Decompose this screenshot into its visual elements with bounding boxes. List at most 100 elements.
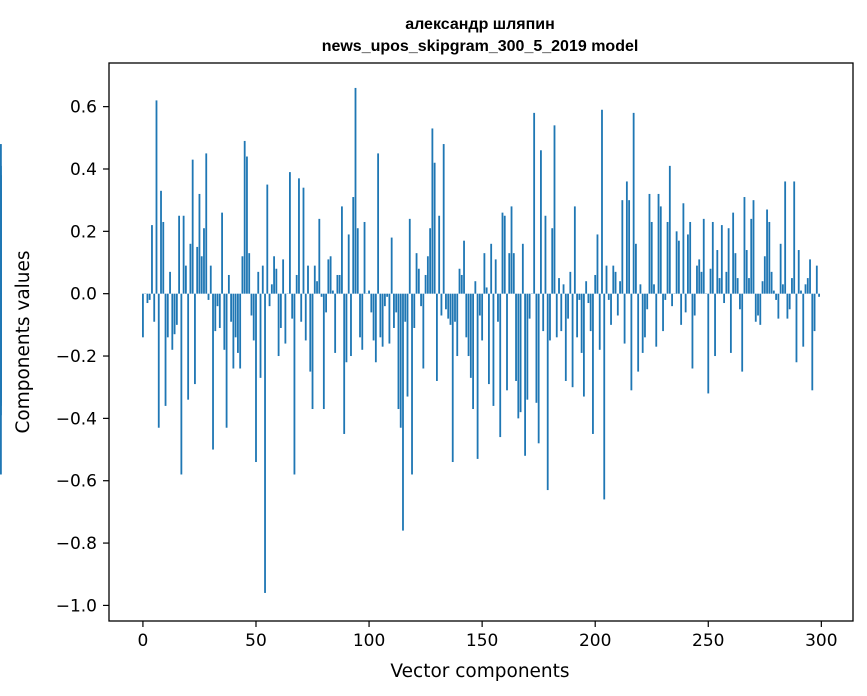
chart-title-line1: александр шляпин <box>405 16 555 33</box>
bar <box>786 293 789 319</box>
bar <box>451 293 454 463</box>
bar <box>727 228 730 294</box>
bar <box>383 293 386 307</box>
bar <box>515 293 517 381</box>
bar <box>739 293 741 310</box>
bar <box>535 293 538 403</box>
bar <box>809 259 811 294</box>
bar <box>146 293 149 304</box>
bar <box>252 293 255 341</box>
bar <box>680 293 683 325</box>
bar <box>237 293 239 353</box>
bar <box>702 218 705 294</box>
bar <box>465 293 468 338</box>
bar <box>354 87 357 294</box>
bar <box>171 293 174 350</box>
bar <box>182 215 185 294</box>
bar <box>411 293 413 475</box>
bar <box>460 274 463 294</box>
chart-title-line2: news_upos_skipgram_300_5_2019 model <box>322 38 639 55</box>
bar <box>447 293 450 319</box>
bar <box>813 293 816 332</box>
bar <box>666 221 669 294</box>
bar <box>350 293 352 357</box>
bar <box>741 293 744 372</box>
bar <box>474 281 477 294</box>
bar <box>214 293 217 332</box>
bar <box>793 181 796 294</box>
bar <box>203 228 205 294</box>
bar <box>691 293 694 369</box>
bar <box>797 250 800 294</box>
bar <box>212 293 214 450</box>
bar <box>320 293 323 297</box>
bar <box>795 293 798 363</box>
bar <box>804 284 807 294</box>
bar <box>488 293 490 385</box>
bar <box>754 293 757 322</box>
bar <box>784 181 787 294</box>
bar <box>390 237 393 294</box>
bar <box>668 165 671 294</box>
bar <box>377 153 380 294</box>
bar <box>519 293 522 413</box>
bar <box>356 228 359 294</box>
bar <box>483 253 486 294</box>
y-tick-label: 0.4 <box>70 160 97 180</box>
bar <box>580 293 583 353</box>
bar <box>558 278 560 294</box>
bar <box>549 293 551 341</box>
y-tick-label: −0.2 <box>56 347 97 367</box>
bar <box>560 293 563 332</box>
bar <box>544 215 547 294</box>
bar <box>800 290 802 294</box>
bar <box>567 293 569 319</box>
bar <box>275 268 278 294</box>
bar <box>241 256 244 294</box>
bar <box>594 274 597 294</box>
bar <box>650 221 653 294</box>
bar <box>759 293 762 325</box>
bar <box>426 256 429 294</box>
bar <box>300 293 303 322</box>
bar <box>361 293 364 350</box>
y-axis-ticks: −1.0 −0.8 −0.6 −0.4 −0.2 0.0 0.2 0.4 0.6 <box>56 98 109 616</box>
bar <box>696 265 698 294</box>
bar <box>449 293 452 325</box>
bar <box>682 203 685 294</box>
bar <box>592 293 594 434</box>
bar <box>711 221 714 294</box>
bar <box>745 250 748 294</box>
bar <box>277 293 280 357</box>
y-axis-label: Components values <box>13 250 34 433</box>
bar <box>273 256 275 294</box>
bar <box>388 293 391 344</box>
bar <box>338 274 341 294</box>
bar <box>612 265 615 294</box>
bar <box>327 259 330 294</box>
bar <box>372 293 375 341</box>
bar <box>571 293 574 388</box>
bar <box>639 284 642 294</box>
bar <box>497 293 499 322</box>
x-tick-label: 50 <box>245 631 267 651</box>
bar <box>413 293 416 328</box>
bar <box>714 293 716 357</box>
bar <box>196 246 199 294</box>
bar <box>623 293 626 344</box>
bar <box>734 253 737 294</box>
bar <box>363 221 366 294</box>
bar <box>151 225 153 294</box>
bar <box>368 290 370 294</box>
bar <box>289 172 291 294</box>
bar <box>417 268 420 294</box>
bar <box>225 293 228 428</box>
bar <box>655 293 658 347</box>
bar <box>322 293 325 410</box>
bar <box>248 253 251 294</box>
bar <box>216 293 219 307</box>
bar <box>736 278 739 294</box>
bar <box>748 278 750 294</box>
bar <box>257 271 260 294</box>
bar <box>207 293 210 300</box>
